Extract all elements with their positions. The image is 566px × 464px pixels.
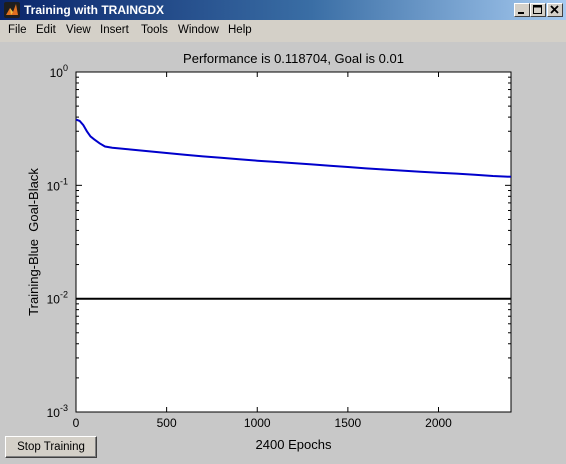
y-tick-label: 10-3 [47,403,68,420]
menu-bar: File Edit View Insert Tools Window Help [0,20,566,42]
performance-chart: Performance is 0.118704, Goal is 0.01 240… [26,51,512,452]
figure-area: Performance is 0.118704, Goal is 0.01 240… [0,42,566,464]
close-button[interactable] [547,3,563,17]
x-tick-label: 0 [73,416,80,430]
y-tick-base: 10 [47,179,61,193]
y-tick-label: 10-2 [47,290,68,307]
x-tick-label: 500 [157,416,177,430]
title-bar: Training with TRAINGDX [0,0,566,20]
maximize-button[interactable] [530,3,546,17]
y-tick-exponent: -3 [60,403,68,413]
y-tick-exponent: -1 [60,176,68,186]
y-tick-base: 10 [50,66,64,80]
x-tick-label: 1500 [335,416,362,430]
y-tick-label: 100 [50,63,68,80]
minimize-icon [518,12,524,14]
training-performance-line [75,118,512,178]
x-tick-label: 2000 [425,416,452,430]
minimize-button[interactable] [514,3,530,17]
chart-title: Performance is 0.118704, Goal is 0.01 [183,51,404,66]
menu-window[interactable]: Window [178,24,219,36]
window-title: Training with TRAINGDX [24,3,164,17]
menu-view[interactable]: View [66,24,91,36]
y-axis-label: Training-Blue Goal-Black [26,168,41,316]
y-tick-base: 10 [47,293,61,307]
x-axis-label: 2400 Epochs [256,437,332,452]
menu-help[interactable]: Help [228,24,252,36]
plot-box [75,71,512,413]
stop-training-button[interactable]: Stop Training [5,436,97,458]
menu-tools[interactable]: Tools [141,24,168,36]
close-icon [550,5,559,14]
y-tick-label: 10-1 [47,176,68,193]
menu-insert[interactable]: Insert [100,24,129,36]
y-tick-exponent: -2 [60,290,68,300]
menu-edit[interactable]: Edit [36,24,56,36]
matlab-app-icon[interactable] [4,2,20,18]
menu-file[interactable]: File [8,24,27,36]
y-tick-base: 10 [47,406,61,420]
x-tick-label: 1000 [244,416,271,430]
maximize-icon [533,5,542,14]
y-tick-exponent: 0 [63,63,68,73]
